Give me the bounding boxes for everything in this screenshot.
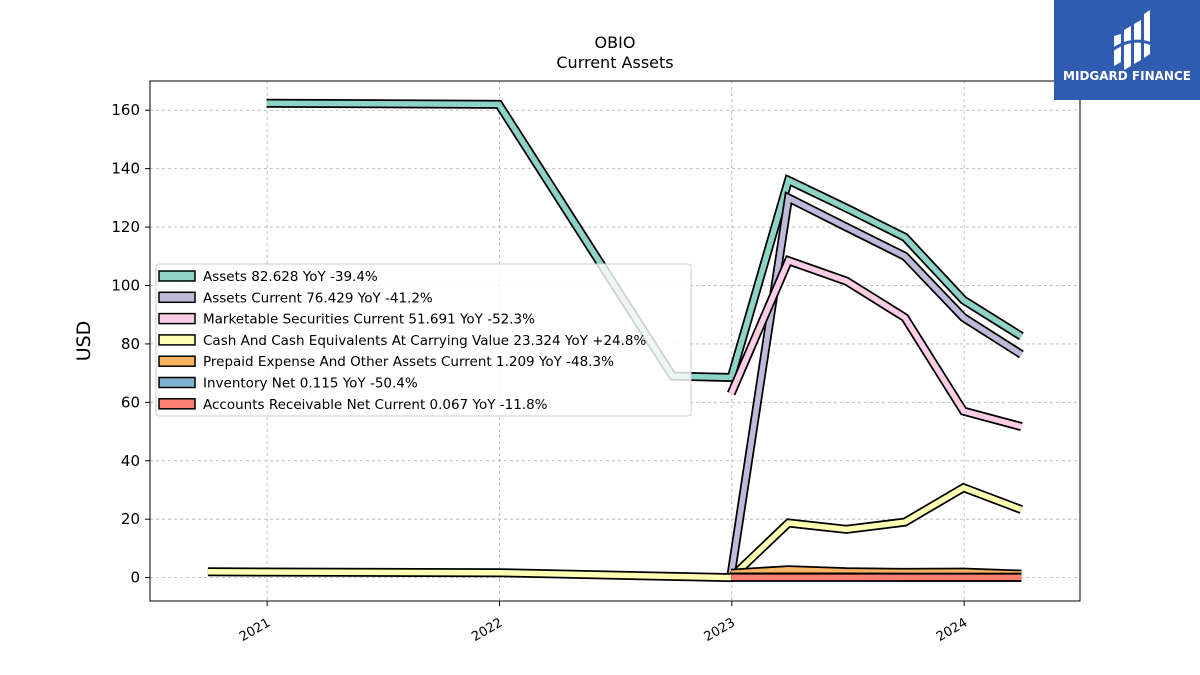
y-tick-label: 0 bbox=[130, 569, 140, 587]
legend-swatch bbox=[158, 398, 196, 410]
legend-swatch bbox=[158, 376, 196, 389]
series-cash-and-cash-equivalents-at-carrying-value bbox=[207, 482, 1023, 583]
series-outline bbox=[726, 191, 1024, 575]
y-tick-label: 80 bbox=[121, 335, 140, 353]
legend-swatch bbox=[158, 355, 196, 367]
x-tick-label: 2021 bbox=[237, 615, 273, 645]
x-tick-label: 2023 bbox=[702, 615, 738, 645]
y-tick-label: 40 bbox=[121, 452, 140, 470]
legend-entry: Prepaid Expense And Other Assets Current… bbox=[203, 354, 614, 370]
series-line bbox=[266, 100, 1023, 381]
series-assets-current bbox=[726, 191, 1024, 575]
y-tick-label: 120 bbox=[111, 218, 140, 236]
series-marketable-securities-current bbox=[727, 255, 1023, 431]
legend-entry: Assets 82.628 YoY -39.4% bbox=[203, 269, 378, 285]
legend-entry: Cash And Cash Equivalents At Carrying Va… bbox=[203, 333, 647, 349]
series-line bbox=[731, 566, 1022, 577]
series-lines bbox=[207, 98, 1024, 583]
series-line bbox=[728, 257, 1023, 430]
y-tick-label: 20 bbox=[121, 510, 140, 528]
series-outline bbox=[207, 482, 1023, 583]
chart-title: OBIO bbox=[595, 33, 636, 52]
legend-box bbox=[155, 263, 692, 417]
plot-frame bbox=[149, 80, 1081, 602]
series-prepaid-expense-and-other-assets-current bbox=[730, 565, 1022, 579]
legend-swatch bbox=[158, 312, 196, 325]
legend-swatch bbox=[158, 270, 196, 282]
y-tick-label: 60 bbox=[121, 393, 140, 411]
x-tick-label: 2022 bbox=[469, 615, 505, 645]
legend: Assets 82.628 YoY -39.4% Assets Current 7… bbox=[155, 263, 692, 417]
midgard-finance-logo: MIDGARD FINANCE bbox=[1054, 0, 1200, 100]
midgard-logo-icon bbox=[1111, 10, 1153, 70]
y-tick-label: 100 bbox=[111, 276, 140, 294]
legend-entry: Accounts Receivable Net Current 0.067 Yo… bbox=[203, 397, 548, 413]
x-tick-label: 2024 bbox=[934, 615, 970, 645]
legend-entry: Inventory Net 0.115 YoY -50.4% bbox=[203, 376, 418, 392]
logo-text: MIDGARD FINANCE bbox=[1063, 69, 1191, 83]
series-line bbox=[207, 484, 1023, 581]
legend-entry: Marketable Securities Current 51.691 YoY… bbox=[203, 312, 535, 328]
y-tick-label: 140 bbox=[111, 160, 140, 178]
legend-entry: Assets Current 76.429 YoY -41.2% bbox=[203, 290, 433, 306]
y-axis-label: USD bbox=[73, 321, 95, 362]
legend-swatch bbox=[158, 291, 196, 304]
legend-swatch bbox=[158, 334, 196, 346]
series-line bbox=[728, 193, 1023, 575]
series-assets bbox=[266, 98, 1024, 383]
y-tick-label: 160 bbox=[111, 101, 140, 119]
chart-subtitle: Current Assets bbox=[556, 53, 673, 72]
